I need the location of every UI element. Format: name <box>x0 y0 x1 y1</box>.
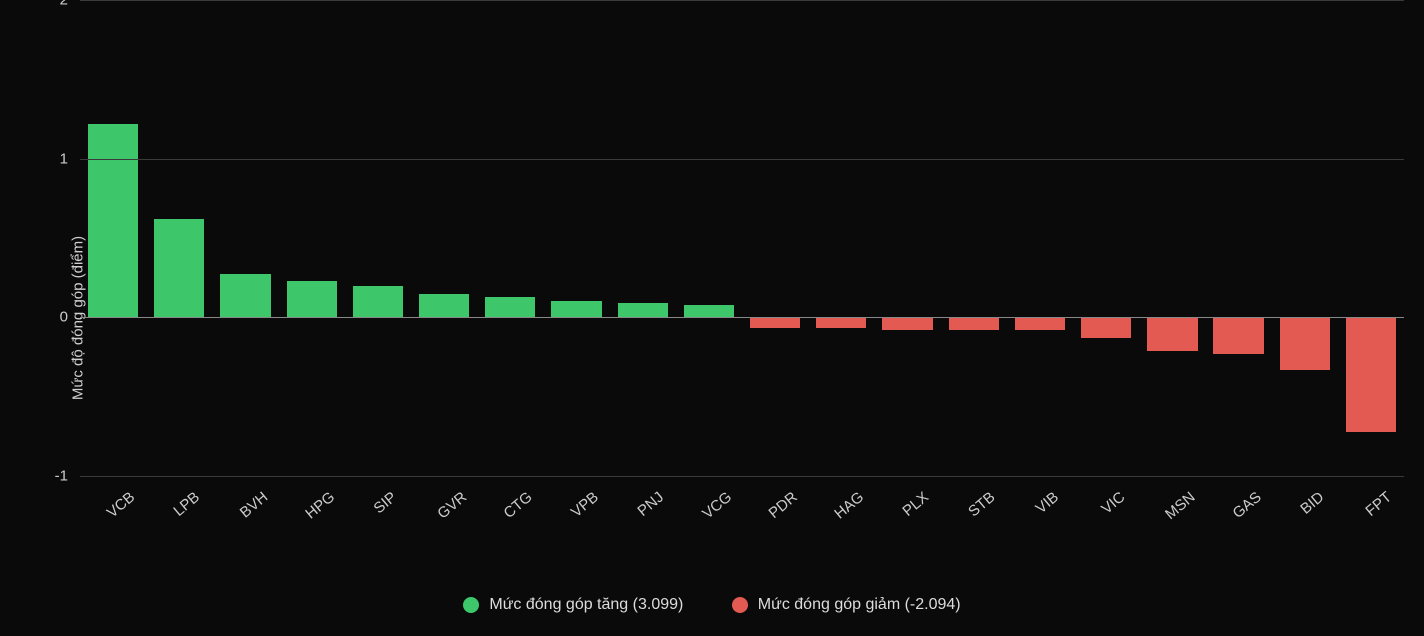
legend-positive: Mức đóng góp tăng (3.099) <box>463 596 683 614</box>
x-tick: PDR <box>742 486 808 546</box>
y-tick: -1 <box>55 468 68 485</box>
x-tick: GAS <box>1205 486 1271 546</box>
x-tick: GVR <box>411 486 477 546</box>
x-tick: PLX <box>874 486 940 546</box>
bar <box>154 219 204 317</box>
legend-negative-dot <box>732 597 748 613</box>
bar <box>287 281 337 317</box>
x-tick: VIC <box>1073 486 1139 546</box>
y-tick: 1 <box>60 150 68 167</box>
bar-slot <box>1205 0 1271 476</box>
bar <box>1213 317 1263 353</box>
x-tick: CTG <box>477 486 543 546</box>
zero-line <box>80 317 1404 318</box>
grid-line <box>80 0 1404 1</box>
legend-negative-label: Mức đóng góp giảm (-2.094) <box>758 596 961 614</box>
bar <box>1147 317 1197 350</box>
bar <box>551 301 601 317</box>
bar <box>485 297 535 318</box>
legend-negative: Mức đóng góp giảm (-2.094) <box>732 596 961 614</box>
bar <box>1346 317 1396 431</box>
x-tick: VIB <box>1007 486 1073 546</box>
y-tick: 0 <box>60 309 68 326</box>
bar-slot <box>543 0 609 476</box>
bar <box>1081 317 1131 338</box>
bar-slot <box>676 0 742 476</box>
bar <box>882 317 932 330</box>
bar-slot <box>1007 0 1073 476</box>
bar <box>684 305 734 318</box>
bar-slot <box>1272 0 1338 476</box>
bar-slot <box>212 0 278 476</box>
x-tick: VCG <box>676 486 742 546</box>
bar-slot <box>742 0 808 476</box>
x-tick: HPG <box>279 486 345 546</box>
bar-slot <box>808 0 874 476</box>
bar-slot <box>411 0 477 476</box>
bar-slot <box>1073 0 1139 476</box>
legend: Mức đóng góp tăng (3.099) Mức đóng góp g… <box>0 596 1424 618</box>
legend-positive-label: Mức đóng góp tăng (3.099) <box>489 596 683 614</box>
bar-slot <box>146 0 212 476</box>
x-tick: PNJ <box>610 486 676 546</box>
bar-slot <box>477 0 543 476</box>
bar <box>618 303 668 317</box>
grid-line <box>80 159 1404 160</box>
x-tick: STB <box>941 486 1007 546</box>
grid-line <box>80 476 1404 477</box>
bar-slot <box>874 0 940 476</box>
x-tick: MSN <box>1139 486 1205 546</box>
y-tick: 2 <box>60 0 68 9</box>
x-tick: SIP <box>345 486 411 546</box>
bar <box>353 286 403 318</box>
legend-positive-dot <box>463 597 479 613</box>
bar <box>419 294 469 318</box>
x-tick: FPT <box>1338 486 1404 546</box>
x-tick: LPB <box>146 486 212 546</box>
x-tick: VPB <box>543 486 609 546</box>
bar <box>1280 317 1330 369</box>
chart-container: Mức độ đóng góp (điểm) 210-1 VCBLPBBVHHP… <box>0 0 1424 636</box>
x-tick: HAG <box>808 486 874 546</box>
bar <box>220 274 270 317</box>
x-tick: BVH <box>212 486 278 546</box>
bar <box>1015 317 1065 330</box>
bars-layer <box>80 0 1404 476</box>
bar-slot <box>345 0 411 476</box>
bar-slot <box>610 0 676 476</box>
bar <box>816 317 866 328</box>
bar <box>88 124 138 318</box>
bar-slot <box>941 0 1007 476</box>
bar <box>750 317 800 328</box>
x-axis-ticks: VCBLPBBVHHPGSIPGVRCTGVPBPNJVCGPDRHAGPLXS… <box>80 486 1404 546</box>
bar <box>949 317 999 330</box>
bar-slot <box>279 0 345 476</box>
x-tick: VCB <box>80 486 146 546</box>
bar-slot <box>80 0 146 476</box>
bar-slot <box>1139 0 1205 476</box>
plot-area: 210-1 <box>80 0 1404 476</box>
x-tick: BID <box>1272 486 1338 546</box>
bar-slot <box>1338 0 1404 476</box>
